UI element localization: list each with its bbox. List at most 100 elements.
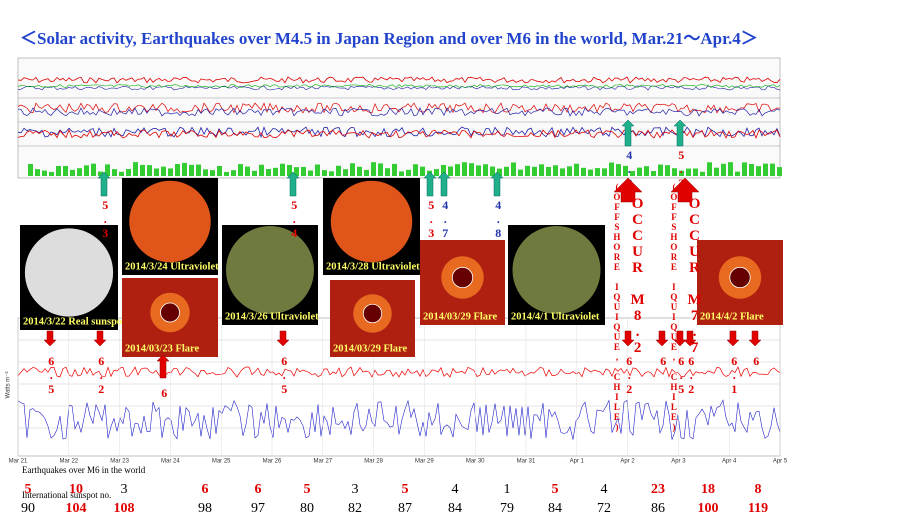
kp-bar-decor [392,163,397,176]
trace-decor [17,128,781,139]
arrow [670,177,700,203]
arrow [621,330,635,347]
kp-bar-decor [182,162,187,176]
kp-bar-decor [490,166,495,176]
earthquake-count: 6 [202,482,209,497]
axis-label: Watts m⁻² [6,372,12,399]
kp-bar-decor [98,171,103,176]
kp-bar-decor [147,165,152,176]
sunspot-number: 98 [198,501,212,516]
arrow [621,119,635,147]
kp-bar-decor [77,168,82,176]
sun [226,226,314,314]
photo-label: 2014/03/29 Flare [423,311,498,322]
kp-bar-decor [336,165,341,176]
earthquake-count: 18 [701,482,715,497]
trace-decor [17,107,781,117]
kp-bar-decor [763,163,768,176]
kp-bar-decor [728,162,733,176]
occur-place: (OFFSHORE IQUIQUE, CHILE) [612,182,622,432]
earthquake-count: 5 [402,482,409,497]
kp-bar-decor [483,164,488,176]
arrow [276,330,290,347]
kp-bar-decor [224,171,229,176]
kp-bar-decor [511,162,516,176]
goes-panels [17,57,781,179]
kp-bar-decor [595,168,600,176]
sunspot-number: 79 [500,501,514,516]
kp-bar-decor [623,165,628,176]
kp-bar-decor [140,164,145,176]
kp-bar-decor [644,166,649,176]
arrow [43,330,57,347]
kp-bar-decor [665,165,670,176]
date-label: Apr 5 [773,459,788,465]
kp-bar-decor [175,164,180,176]
earthquake-count: 5 [304,482,311,497]
earthquake-count: 8 [755,482,762,497]
kp-bar-decor [707,162,712,176]
sunspot-number: 97 [251,501,265,516]
world-quake-magnitude: 6.2 [622,354,636,396]
occulter [362,303,383,324]
kp-bar-decor [686,168,691,176]
kp-bar-decor [497,168,502,176]
kp-bar-decor [259,164,264,176]
arrow [93,330,107,347]
arrow [437,171,451,197]
date-label: Mar 30 [466,459,485,465]
kp-bar-decor [287,165,292,176]
world-quake-magnitude: 6.1 [727,354,741,396]
kp-bar-decor [539,164,544,176]
kp-bar-decor [252,170,257,176]
kp-bar-decor [49,171,54,176]
kp-bar-decor [441,164,446,176]
date-label: Mar 26 [263,459,282,465]
kp-bar-decor [658,164,663,176]
photo-label: 2014/3/28 Ultraviolet [326,261,420,272]
title: ＜Solar activity, Earthquakes over M4.5 i… [20,29,758,48]
photo: 2014/03/29 Flare [420,240,505,325]
kp-bar-decor [196,164,201,176]
photo-label: 2014/03/29 Flare [333,343,408,354]
world-quake-magnitude: 6.5 [44,354,58,396]
kp-bar-decor [462,162,467,176]
kp-bar-decor [567,166,572,176]
sunspot-number: 86 [651,501,665,516]
kp-bar-decor [112,169,117,176]
kp-bar-decor [308,170,313,176]
trace-decor [17,84,781,88]
trace-decor [17,366,781,378]
kp-bar-decor [742,162,747,176]
date-label: Mar 29 [415,459,434,465]
date-label: Mar 24 [161,459,180,465]
photo: 2014/3/26 Ultraviolet [222,225,319,325]
occur-event: OCCUR M8.2 [630,196,646,356]
photo: 2014/3/28 Ultraviolet [323,178,420,275]
occur-event: OCCUR M7.7 [687,196,703,356]
kp-bar-decor [504,166,509,176]
kp-bar-decor [329,171,334,176]
sunspot-number: 72 [597,501,611,516]
arrow [423,171,437,197]
kp-bar-decor [119,171,124,176]
kp-bar-decor [637,167,642,176]
arrow [490,171,504,197]
kp-bar-decor [126,169,131,176]
japan-quake-magnitude: 5.4 [287,198,301,240]
arrow [748,330,762,347]
quake-count-label: Earthquakes over M6 in the world [22,465,146,475]
kp-bar-decor [616,164,621,176]
occulter [451,266,474,289]
kp-bar-decor [420,166,425,176]
photo: 2014/03/23 Flare [122,278,218,357]
kp-bar-decor [245,166,250,176]
arrow [97,171,111,197]
kp-bar-decor [609,162,614,176]
kp-bar-decor [231,170,236,176]
kp-bar-decor [560,168,565,176]
sunspot-number: 80 [300,501,314,516]
photo: 2014/4/2 Flare [697,240,783,325]
sunspot-number: 84 [448,501,462,516]
